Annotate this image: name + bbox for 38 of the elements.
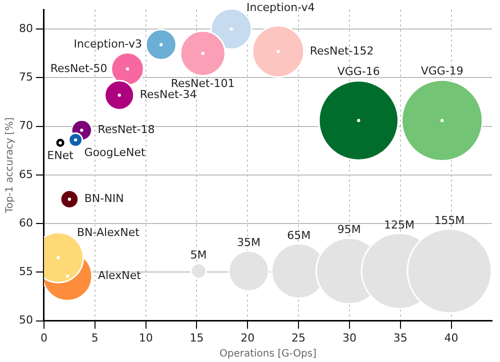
x-tick-label: 15 bbox=[190, 331, 204, 344]
series-label: Inception-v3 bbox=[74, 37, 142, 50]
series-label: GoogLeNet bbox=[84, 146, 146, 160]
series-label: VGG-19 bbox=[420, 64, 464, 78]
y-tick-label: 70 bbox=[18, 119, 33, 132]
x-tick-label: 25 bbox=[292, 331, 306, 344]
series-label: ResNet-18 bbox=[98, 123, 155, 136]
legend-label: 5M bbox=[190, 248, 207, 262]
x-tick-label: 10 bbox=[138, 331, 153, 344]
series-label: ResNet-34 bbox=[140, 88, 197, 102]
y-tick-label: 65 bbox=[18, 168, 33, 181]
series-label: VGG-16 bbox=[337, 65, 380, 78]
series-label: Inception-v4 bbox=[246, 1, 315, 14]
legend-label: 35M bbox=[236, 236, 260, 250]
x-tick-label: 20 bbox=[240, 331, 255, 344]
series-label: ResNet-101 bbox=[170, 77, 235, 90]
y-tick-label: 75 bbox=[18, 70, 33, 84]
x-axis-title: Operations [G-Ops] bbox=[219, 348, 317, 360]
legend-label: 65M bbox=[287, 228, 311, 242]
y-tick-label: 60 bbox=[18, 216, 33, 230]
legend-label: 155M bbox=[434, 214, 465, 228]
y-tick-label: 80 bbox=[18, 22, 33, 35]
series-label: BN-NIN bbox=[84, 192, 124, 206]
y-tick-label: 50 bbox=[18, 314, 33, 327]
x-tick-label: 0 bbox=[40, 331, 48, 344]
x-tick-label: 40 bbox=[444, 331, 458, 344]
x-tick-label: 5 bbox=[91, 331, 98, 344]
series-label: BN-AlexNet bbox=[77, 226, 140, 240]
x-tick-label: 30 bbox=[342, 331, 356, 344]
series-label: ENet bbox=[47, 148, 74, 162]
legend-label: 125M bbox=[384, 218, 415, 232]
y-tick-label: 55 bbox=[18, 265, 33, 278]
series-label: ResNet-152 bbox=[310, 44, 374, 58]
series-label: ResNet-50 bbox=[50, 62, 108, 75]
series-label: AlexNet bbox=[98, 268, 142, 282]
y-axis-title: Top-1 accuracy [%] bbox=[4, 117, 16, 214]
legend-label: 95M bbox=[337, 223, 361, 236]
x-tick-label: 35 bbox=[393, 331, 408, 344]
